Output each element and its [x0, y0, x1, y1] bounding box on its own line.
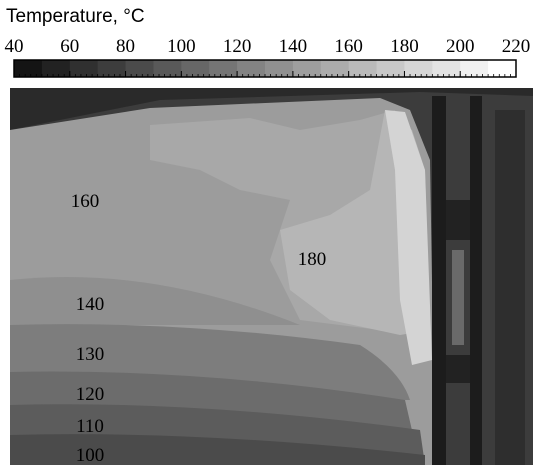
colorbar-step	[460, 60, 488, 77]
frame-light	[452, 250, 464, 345]
colorbar-step	[404, 60, 432, 77]
frame-bar	[432, 96, 446, 465]
colorbar: 40 60 80 100 120 140 160 180 200 220	[5, 36, 531, 77]
colorbar-step	[293, 60, 321, 77]
temperature-label: 160	[71, 191, 100, 212]
tick-label: 220	[502, 36, 531, 57]
thermal-image	[10, 88, 533, 465]
colorbar-step	[265, 60, 293, 77]
colorbar-step	[209, 60, 237, 77]
colorbar-step	[377, 60, 405, 77]
temperature-label: 140	[76, 294, 105, 315]
colorbar-step	[321, 60, 349, 77]
frame-bar	[470, 96, 482, 465]
colorbar-step	[181, 60, 209, 77]
temperature-label: 100	[76, 445, 105, 465]
colorbar-step	[14, 60, 42, 77]
colorbar-step	[432, 60, 460, 77]
temperature-label: 180	[298, 249, 327, 270]
temperature-label: 110	[76, 416, 104, 437]
tick-label: 200	[446, 36, 475, 57]
tick-label: 120	[223, 36, 252, 57]
frame-block	[446, 355, 470, 383]
tick-label: 60	[60, 36, 79, 57]
frame-block	[446, 200, 470, 240]
temperature-label: 130	[76, 344, 105, 365]
tick-label: 160	[334, 36, 363, 57]
colorbar-step	[237, 60, 265, 77]
colorbar-step	[349, 60, 377, 77]
tick-label: 180	[390, 36, 419, 57]
colorbar-step	[70, 60, 98, 77]
colorbar-step	[488, 60, 516, 77]
colorbar-step	[98, 60, 126, 77]
tick-label: 40	[5, 36, 24, 57]
tick-label: 100	[167, 36, 196, 57]
colorbar-step	[153, 60, 181, 77]
figure: Temperature, °C 40 60 80 100 120 140 160 180 200…	[0, 0, 533, 465]
colorbar-step	[42, 60, 70, 77]
colorbar-step	[126, 60, 154, 77]
temperature-label: 120	[76, 384, 105, 405]
tick-label: 80	[116, 36, 135, 57]
tick-label: 140	[279, 36, 308, 57]
right-wall	[495, 110, 525, 465]
colorbar-title: Temperature, °C	[6, 6, 145, 27]
